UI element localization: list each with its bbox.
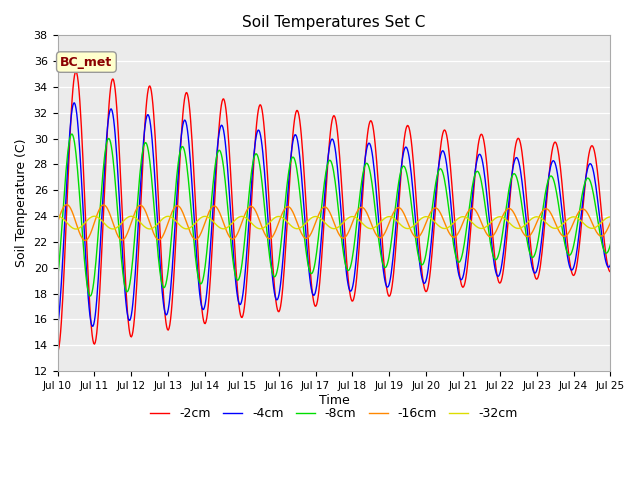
-8cm <box>419 262 427 267</box>
-16cm <box>179 208 186 214</box>
Line: -2cm: -2cm <box>58 72 611 352</box>
-4cm <box>122 291 129 297</box>
-16cm <box>54 220 61 226</box>
-16cm <box>403 217 410 223</box>
-2cm <box>122 273 129 278</box>
-8cm <box>207 199 215 205</box>
-32cm <box>607 214 614 220</box>
-8cm <box>64 152 72 158</box>
-4cm <box>402 144 410 150</box>
-32cm <box>122 216 129 222</box>
X-axis label: Time: Time <box>319 394 349 407</box>
-2cm <box>207 272 214 278</box>
Line: -4cm: -4cm <box>58 103 611 327</box>
-4cm <box>418 276 426 281</box>
-2cm <box>418 270 426 276</box>
-2cm <box>177 132 185 138</box>
Text: BC_met: BC_met <box>60 56 113 69</box>
-16cm <box>122 233 130 239</box>
Line: -32cm: -32cm <box>58 216 611 229</box>
-32cm <box>64 221 72 227</box>
-2cm <box>402 126 410 132</box>
-32cm <box>207 216 214 222</box>
-8cm <box>68 131 76 137</box>
-2cm <box>607 269 614 275</box>
-4cm <box>70 100 78 106</box>
-16cm <box>419 228 427 233</box>
-4cm <box>54 324 61 330</box>
-32cm <box>54 213 61 219</box>
Legend: -2cm, -4cm, -8cm, -16cm, -32cm: -2cm, -4cm, -8cm, -16cm, -32cm <box>145 402 522 425</box>
-8cm <box>54 277 61 283</box>
-16cm <box>65 203 72 208</box>
-16cm <box>63 202 70 207</box>
-8cm <box>607 241 614 247</box>
-16cm <box>607 220 614 226</box>
-4cm <box>207 242 214 248</box>
Line: -8cm: -8cm <box>58 134 611 296</box>
-8cm <box>122 288 130 293</box>
-16cm <box>81 238 89 243</box>
-4cm <box>177 133 185 139</box>
-4cm <box>64 165 72 171</box>
Y-axis label: Soil Temperature (C): Soil Temperature (C) <box>15 139 28 267</box>
-2cm <box>54 349 61 355</box>
-4cm <box>607 262 614 268</box>
Line: -16cm: -16cm <box>58 204 611 240</box>
-8cm <box>87 293 95 299</box>
Title: Soil Temperatures Set C: Soil Temperatures Set C <box>243 15 426 30</box>
-32cm <box>402 226 410 231</box>
-2cm <box>64 188 72 194</box>
-32cm <box>72 226 80 232</box>
-32cm <box>418 215 426 221</box>
-8cm <box>179 144 186 149</box>
-2cm <box>72 69 80 74</box>
-32cm <box>177 224 185 229</box>
-8cm <box>403 170 410 176</box>
-16cm <box>207 205 215 211</box>
